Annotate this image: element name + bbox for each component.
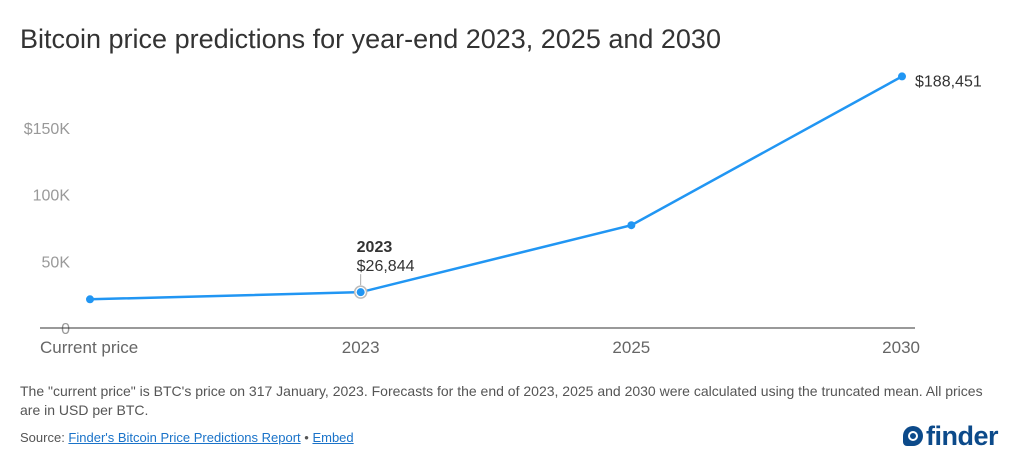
source-report-link[interactable]: Finder's Bitcoin Price Predictions Repor… — [68, 430, 301, 445]
embed-link[interactable]: Embed — [312, 430, 354, 445]
x-tick-label: 2025 — [612, 338, 650, 357]
finder-logo-text: finder — [925, 421, 999, 451]
x-axis: Current price 2023 2025 2030 — [40, 338, 920, 357]
y-tick-label: $150K — [24, 121, 71, 138]
finder-logo[interactable]: finder — [902, 421, 999, 451]
data-point[interactable] — [356, 288, 365, 297]
data-point[interactable] — [86, 295, 94, 304]
data-points — [86, 72, 906, 304]
x-tick-label: 2023 — [342, 338, 380, 357]
y-tick-label: 50K — [42, 254, 71, 271]
chart-note: The "current price" is BTC's price on 31… — [20, 383, 983, 418]
annotation-title: 2023 — [357, 239, 393, 256]
annotation-value: $26,844 — [357, 258, 415, 275]
series-line — [89, 75, 903, 301]
data-point[interactable] — [898, 72, 906, 81]
finder-logo-icon — [902, 426, 923, 446]
source-prefix: Source: — [20, 430, 69, 445]
y-tick-label: 0 — [61, 321, 70, 338]
y-axis: 0 50K 100K $150K — [24, 121, 71, 338]
x-tick-label: 2030 — [882, 338, 920, 357]
source-line: Source: Finder's Bitcoin Price Predictio… — [20, 430, 354, 445]
data-point[interactable] — [627, 221, 636, 230]
annotations: 2023 $26,844 $188,451 — [357, 73, 982, 286]
source-separator: • — [300, 430, 313, 445]
chart-title: Bitcoin price predictions for year-end 2… — [20, 24, 721, 54]
data-label: $188,451 — [915, 73, 982, 90]
x-tick-label: Current price — [40, 338, 138, 357]
y-tick-label: 100K — [33, 188, 71, 205]
